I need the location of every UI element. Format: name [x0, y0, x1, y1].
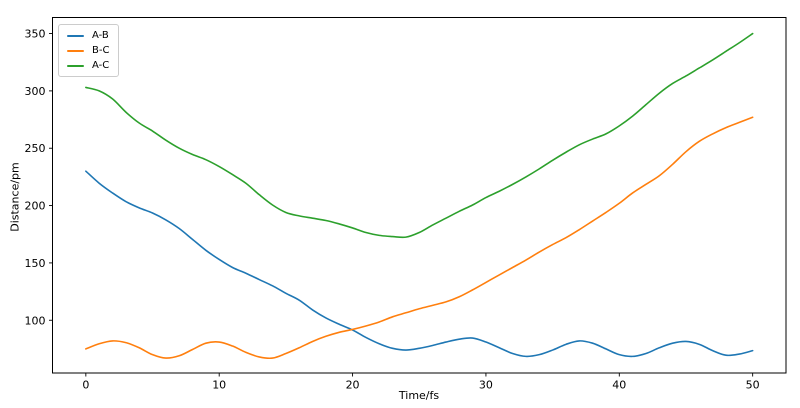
legend-line-swatch — [67, 64, 84, 67]
legend-line-swatch — [67, 49, 84, 52]
legend-item: A-C — [67, 60, 109, 71]
x-tick-label: 50 — [746, 379, 760, 392]
x-tick-label: 30 — [479, 379, 493, 392]
y-tick-label: 350 — [25, 28, 46, 41]
legend-label: A-B — [92, 30, 109, 41]
x-tick-label: 40 — [612, 379, 626, 392]
plot-frame — [52, 17, 787, 374]
x-tick-label: 0 — [82, 379, 89, 392]
y-tick-label: 100 — [25, 314, 46, 327]
legend-label: B-C — [92, 45, 110, 56]
legend-label: A-C — [92, 60, 110, 71]
x-tick-label: 10 — [212, 379, 226, 392]
y-tick-label: 200 — [25, 200, 46, 213]
y-tick-label: 250 — [25, 142, 46, 155]
series-line-B-C — [85, 116, 754, 360]
y-tick-label: 150 — [25, 257, 46, 270]
x-axis-label: Time/fs — [398, 389, 440, 402]
y-axis-label: Distance/pm — [8, 162, 22, 232]
x-tick-label: 20 — [346, 379, 360, 392]
series-line-A-B — [85, 170, 754, 358]
legend-item: A-B — [67, 30, 109, 41]
y-tick-label: 300 — [25, 85, 46, 98]
series-line-A-C — [85, 32, 754, 239]
legend-item: B-C — [67, 45, 109, 56]
legend: A-B B-C A-C — [58, 24, 120, 77]
legend-line-swatch — [67, 34, 84, 37]
